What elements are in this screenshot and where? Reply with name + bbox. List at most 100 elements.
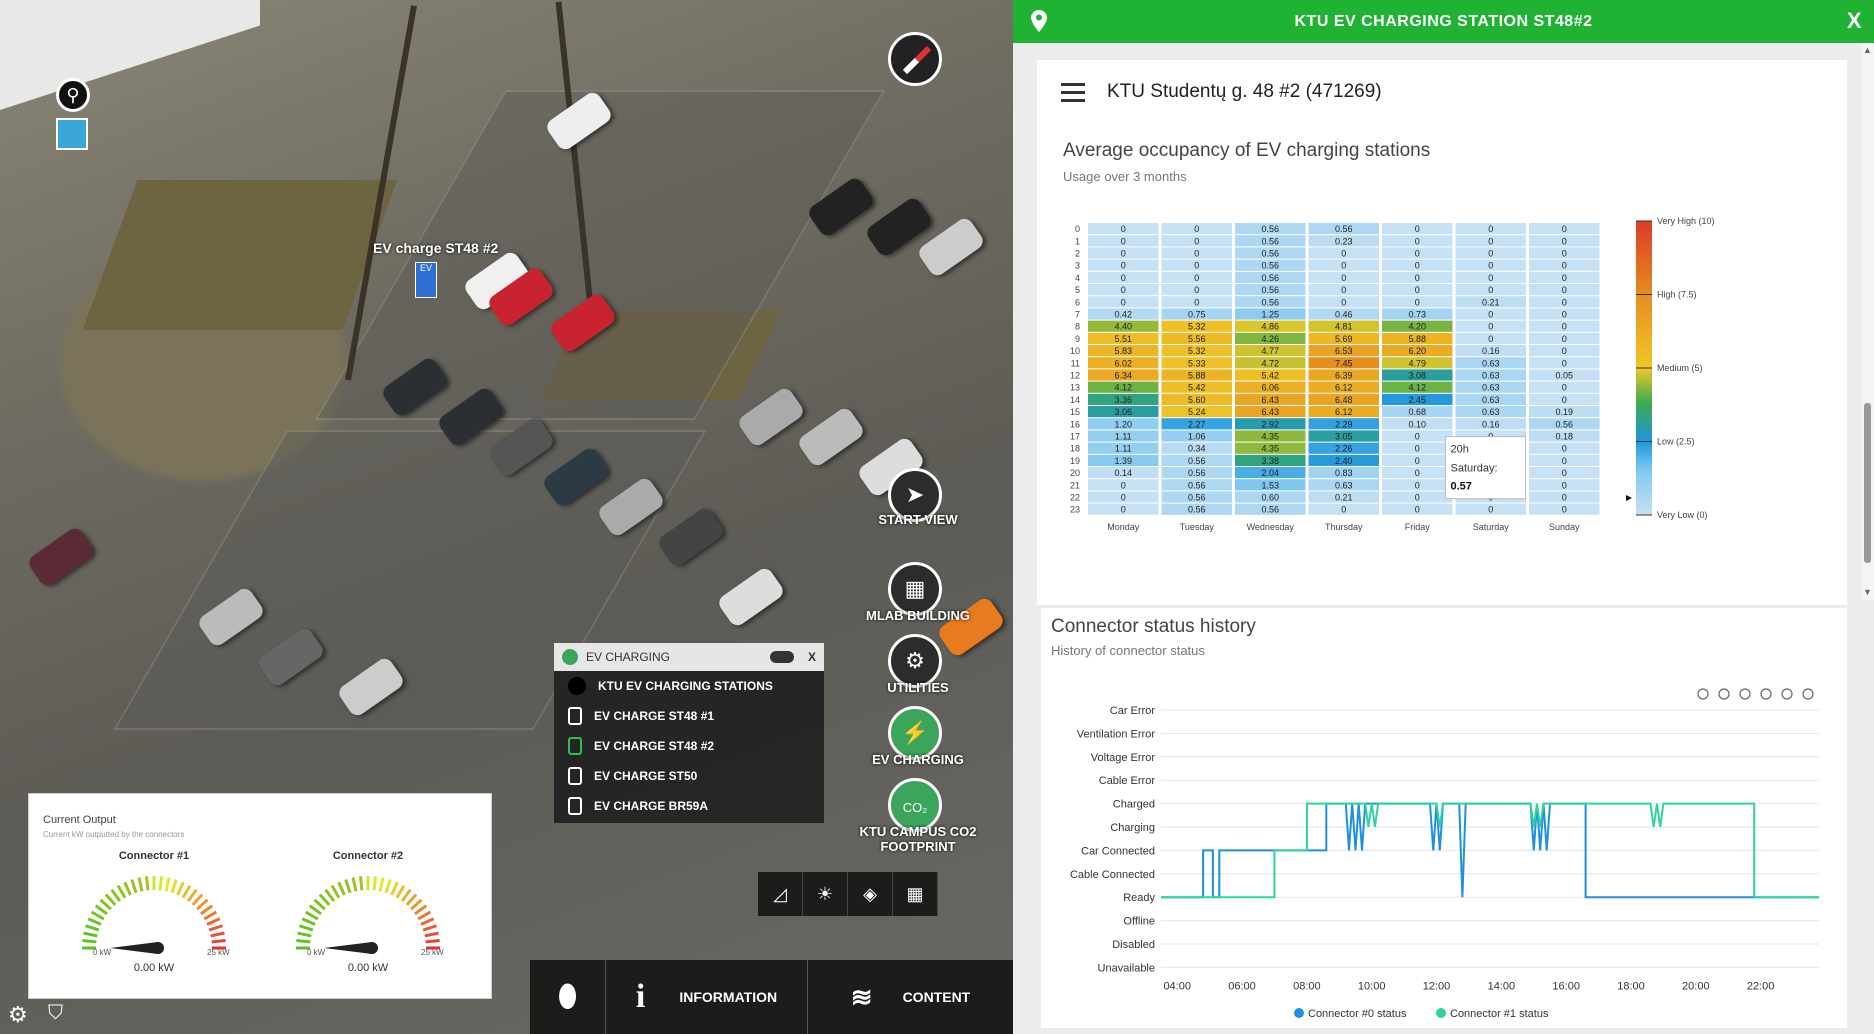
heatmap-cell bbox=[1088, 454, 1159, 466]
utilities-button[interactable]: ⚙ bbox=[888, 634, 942, 688]
x-axis-tick: 06:00 bbox=[1228, 980, 1256, 992]
heatmap-cell bbox=[1161, 503, 1232, 515]
heatmap-row-label: 18 bbox=[1070, 444, 1080, 454]
gauge-value: 0.00 kW bbox=[347, 962, 389, 974]
heatmap-cell bbox=[1088, 247, 1159, 259]
legend-label: Connector #1 status bbox=[1450, 1008, 1549, 1020]
ev-panel-item[interactable]: EV CHARGE ST48 #1 bbox=[554, 701, 824, 731]
heatmap-cell-value: 0.73 bbox=[1408, 310, 1426, 320]
co2-footprint-button[interactable]: CO₂ bbox=[888, 778, 942, 832]
panel-scrollbar[interactable]: ▲ ▼ bbox=[1861, 43, 1874, 600]
utilities-label: UTILITIES bbox=[887, 680, 949, 695]
gauge-tick bbox=[137, 877, 144, 892]
heatmap-cell bbox=[1088, 223, 1159, 235]
heatmap-cell-value: 0.10 bbox=[1408, 419, 1426, 429]
scroll-thumb[interactable] bbox=[1864, 403, 1871, 563]
heatmap-cell-value: 0.14 bbox=[1114, 468, 1132, 478]
heatmap-cell bbox=[1088, 381, 1159, 393]
heatmap-cell-value: 0.56 bbox=[1261, 273, 1279, 283]
heatmap-cell-value: 0 bbox=[1121, 273, 1126, 283]
charger-icon bbox=[568, 707, 582, 725]
heatmap-cell bbox=[1382, 393, 1453, 405]
heatmap-cell bbox=[1382, 235, 1453, 247]
heatmap-cell bbox=[1382, 296, 1453, 308]
compass-icon[interactable] bbox=[888, 32, 942, 86]
heatmap-cell-value: 0 bbox=[1488, 261, 1493, 271]
ev-panel-item[interactable]: EV CHARGE ST50 bbox=[554, 761, 824, 791]
measure-icon[interactable]: ◿ bbox=[758, 872, 803, 916]
station-name: KTU Studentų g. 48 #2 (471269) bbox=[1107, 81, 1382, 102]
heatmap-cell-value: 0.56 bbox=[1188, 480, 1206, 490]
heatmap-cell bbox=[1529, 345, 1600, 357]
heatmap-row-label: 12 bbox=[1070, 371, 1080, 381]
heatmap-cell-value: 0 bbox=[1562, 480, 1567, 490]
heatmap-cell bbox=[1382, 491, 1453, 503]
history-subtitle: History of connector status bbox=[1051, 643, 1205, 658]
settings-gear-icon[interactable]: ⚙ bbox=[8, 1002, 28, 1027]
heatmap-cell bbox=[1088, 308, 1159, 320]
heatmap-cell-value: 0 bbox=[1415, 432, 1420, 442]
scroll-down-icon[interactable]: ▼ bbox=[1863, 587, 1872, 597]
heatmap-cell bbox=[1382, 381, 1453, 393]
map-3d-view[interactable]: ⚲ EV charge ST48 #2 EV ➤ START VIEW ▦ ML… bbox=[0, 0, 1013, 1034]
legend-marker bbox=[1294, 1008, 1304, 1018]
heatmap-cell-value: 0.16 bbox=[1482, 419, 1500, 429]
gauge-max: 25 kW bbox=[421, 948, 444, 957]
heatmap-cell-value: 5.83 bbox=[1114, 346, 1132, 356]
ev-panel-item[interactable]: EV CHARGE ST48 #2 bbox=[554, 731, 824, 761]
heatmap-column-label: Thursday bbox=[1325, 522, 1363, 532]
content-button[interactable]: ≋ CONTENT bbox=[808, 960, 1013, 1034]
ev-panel-close-button[interactable]: X bbox=[807, 650, 816, 664]
heatmap-cell bbox=[1161, 430, 1232, 442]
location-button[interactable]: ⬮ bbox=[530, 960, 606, 1034]
panel-close-button[interactable]: X bbox=[1846, 8, 1862, 33]
tooltip-hour: 20h bbox=[1451, 444, 1469, 456]
heatmap-cell-value: 0.42 bbox=[1114, 310, 1132, 320]
gauge-min: 0 kW bbox=[93, 948, 112, 957]
occupancy-heatmap: 0 0 0 0.56 0.56 0 0 01 0 0 0.56 0.23 0 0 02 0 0 0.56 0 0 0 03… bbox=[1070, 216, 1715, 532]
gauge-tick bbox=[424, 931, 439, 938]
heatmap-cell bbox=[1235, 479, 1306, 491]
heatmap-cell-value: 0 bbox=[1194, 261, 1199, 271]
gauge-title: Connector #2 bbox=[332, 850, 404, 862]
location-pin-icon[interactable]: ⚲ bbox=[56, 78, 90, 112]
sun-icon[interactable]: ☀ bbox=[803, 872, 848, 916]
heatmap-cell-value: 0.18 bbox=[1555, 432, 1573, 442]
ev-panel-item[interactable]: KTU EV CHARGING STATIONS bbox=[554, 671, 824, 701]
heatmap-cell-value: 1.25 bbox=[1261, 310, 1279, 320]
legend-label: Very Low (0) bbox=[1657, 510, 1708, 520]
information-button[interactable]: i INFORMATION bbox=[606, 960, 808, 1034]
ev-panel-header: EV CHARGING X bbox=[554, 643, 824, 671]
shield-icon[interactable]: ⛉ bbox=[48, 1002, 63, 1024]
heatmap-cell bbox=[1529, 430, 1600, 442]
ev-charging-button[interactable]: ⚡ bbox=[888, 706, 942, 760]
co2-icon: CO₂ bbox=[902, 800, 928, 815]
grid-icon[interactable]: ▦ bbox=[893, 872, 938, 916]
gauge-tick bbox=[318, 893, 331, 906]
gauge-value: 0.00 kW bbox=[133, 962, 175, 974]
ev-panel-item[interactable]: EV CHARGE BR59A bbox=[554, 791, 824, 821]
heatmap-cell-value: 0 bbox=[1562, 236, 1567, 246]
gauge-tick bbox=[116, 884, 127, 899]
mlab-building-button[interactable]: ▦ bbox=[888, 562, 942, 616]
heatmap-cell-value: 4.72 bbox=[1261, 358, 1279, 368]
start-view-button[interactable]: ➤ bbox=[888, 468, 942, 522]
current-output-widget: Current Output Current kW outputted by t… bbox=[28, 793, 492, 999]
info-square-icon[interactable] bbox=[56, 118, 88, 150]
content-label: CONTENT bbox=[902, 989, 971, 1005]
gauge-tick bbox=[417, 910, 432, 921]
scroll-up-icon[interactable]: ▲ bbox=[1863, 45, 1872, 55]
gauge-tick bbox=[297, 931, 312, 938]
heatmap-row-label: 1 bbox=[1075, 236, 1080, 246]
heatmap-cell-value: 0 bbox=[1562, 322, 1567, 332]
connector-2-gauge: Connector #2 0 kW 25 kW 0.00 kW bbox=[273, 850, 463, 990]
heatmap-cell-value: 0 bbox=[1415, 480, 1420, 490]
heatmap-cell bbox=[1382, 357, 1453, 369]
hamburger-menu-icon[interactable] bbox=[1061, 78, 1085, 107]
magnifier-icon bbox=[1739, 688, 1751, 700]
layer-toggle[interactable] bbox=[769, 651, 794, 663]
heatmap-cell bbox=[1529, 369, 1600, 381]
layers-icon[interactable]: ◈ bbox=[848, 872, 893, 916]
ev-station-marker-icon[interactable]: EV bbox=[415, 262, 437, 298]
heatmap-cell-value: 0.83 bbox=[1335, 468, 1353, 478]
